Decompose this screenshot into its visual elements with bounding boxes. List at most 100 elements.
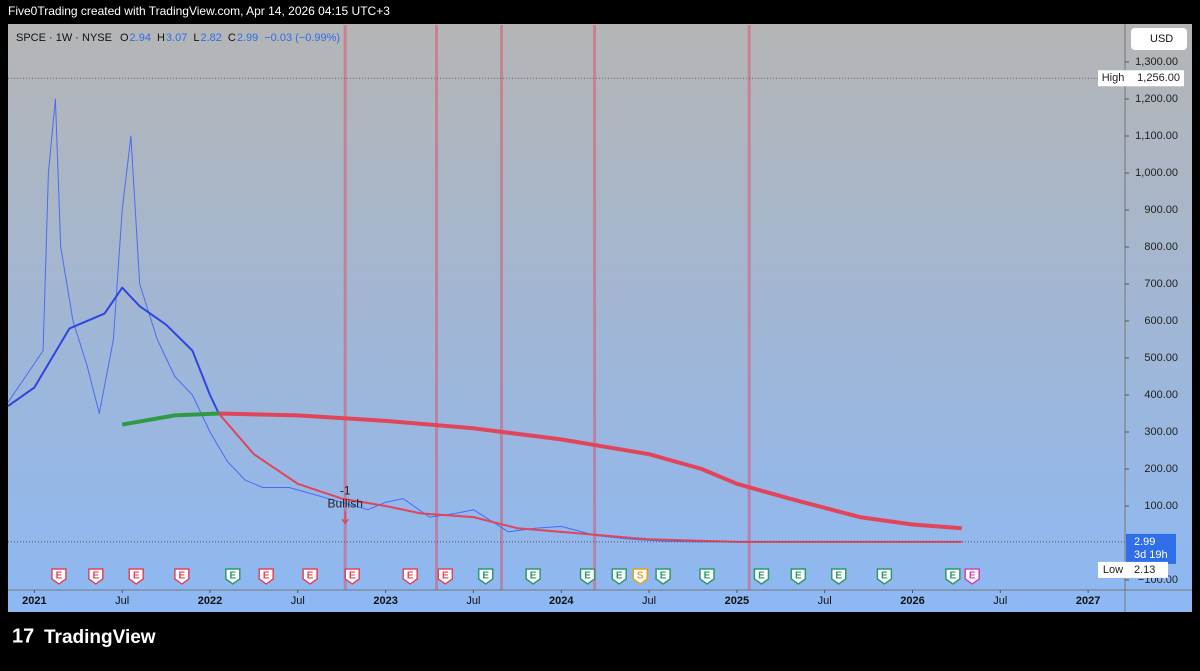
y-tick-label: 200.00 (1144, 463, 1178, 475)
x-tick-label: 2024 (549, 595, 574, 607)
event-letter: E (482, 571, 489, 582)
event-letter: E (758, 571, 765, 582)
event-letter: E (133, 571, 140, 582)
event-badge[interactable] (51, 568, 67, 585)
event-letter: E (92, 571, 99, 582)
legend-symbol: SPCE · 1W · NYSE (16, 32, 112, 44)
annotation-arrow (341, 511, 349, 525)
y-tick-label: 1,300.00 (1135, 56, 1178, 68)
y-tick-label: 800.00 (1144, 241, 1178, 253)
event-badge[interactable] (611, 568, 627, 585)
currency[interactable]: USD (1150, 33, 1173, 45)
event-badge[interactable] (128, 568, 144, 585)
ohlc-label: O (120, 32, 129, 44)
event-letter: E (584, 571, 591, 582)
high-value: 1,256.00 (1137, 72, 1180, 84)
y-tick-label: 1,100.00 (1135, 130, 1178, 142)
event-badge[interactable] (790, 568, 807, 585)
ohlc-value: 2.82 (200, 32, 221, 44)
highlight-line (435, 25, 439, 590)
low-tag (1098, 561, 1128, 578)
y-tick-label: 100.00 (1144, 500, 1178, 512)
event-letter: E (349, 571, 356, 582)
event-badge[interactable] (225, 568, 241, 585)
last-price-tag (1126, 533, 1176, 564)
event-badge[interactable] (945, 568, 961, 585)
series-line (218, 412, 962, 543)
y-tick-label: 700.00 (1144, 278, 1178, 290)
event-badge[interactable] (830, 568, 847, 585)
ohlc-value: 3.07 (166, 32, 187, 44)
event-badge[interactable] (344, 568, 360, 585)
event-letter: E (263, 571, 270, 582)
logo-mark: 17 (12, 625, 34, 647)
event-letter: E (704, 571, 711, 582)
event-letter: E (530, 571, 537, 582)
low-value: 2.13 (1134, 564, 1155, 576)
ohlc-label: H (157, 32, 165, 44)
x-tick-label: Jul (291, 595, 305, 607)
highlight-line (593, 25, 597, 590)
high-value-tag (1128, 70, 1184, 87)
event-badge[interactable] (579, 568, 596, 585)
x-tick-label: 2021 (22, 595, 46, 607)
y-tick-label: 300.00 (1144, 426, 1178, 438)
low-label: Low (1103, 564, 1123, 576)
currency-button[interactable] (1131, 28, 1187, 50)
event-badge[interactable] (402, 568, 418, 585)
chart-pane (8, 24, 1192, 612)
event-badge[interactable] (258, 568, 274, 585)
annotation-text: -1 (340, 483, 351, 497)
low-value-tag (1128, 561, 1168, 578)
highlight-line (747, 25, 751, 590)
highlight-line (343, 25, 347, 590)
event-letter: E (616, 571, 623, 582)
event-badge[interactable] (753, 568, 770, 585)
highlight-line (500, 25, 504, 590)
event-letter: E (442, 571, 449, 582)
y-tick-label: 1,000.00 (1135, 167, 1178, 179)
series-line (218, 411, 962, 531)
event-badge[interactable] (655, 568, 671, 585)
event-badge[interactable] (632, 568, 649, 585)
event-letter: E (835, 571, 842, 582)
legend: SPCE · 1W · NYSE O 2.94 H 3.07 L 2.82 C 2.99 −0.0… (16, 32, 340, 44)
ohlc-label: L (193, 32, 199, 44)
x-tick-label: 2025 (725, 595, 749, 607)
y-tick-label: 900.00 (1144, 204, 1178, 216)
x-tick-label: 2023 (373, 595, 397, 607)
countdown: 3d 19h (1134, 549, 1168, 561)
event-letter: E (660, 571, 667, 582)
x-tick-label: 2027 (1076, 595, 1100, 607)
event-badge[interactable] (699, 568, 715, 585)
series-line (121, 411, 219, 427)
event-letter: S (637, 571, 644, 582)
event-badge[interactable] (477, 568, 494, 585)
event-badge[interactable] (964, 568, 980, 585)
ohlc-label: C (228, 32, 236, 44)
event-letter: E (179, 571, 186, 582)
event-badge[interactable] (876, 568, 893, 585)
high-tag (1098, 70, 1128, 87)
brand: TradingView (44, 627, 156, 648)
event-badge[interactable] (302, 568, 318, 585)
y-tick-label: 600.00 (1144, 315, 1178, 327)
event-letter: E (56, 571, 63, 582)
event-letter: E (950, 571, 957, 582)
event-badge[interactable] (437, 568, 454, 585)
y-tick-label: 1,200.00 (1135, 93, 1178, 105)
x-tick-label: Jul (993, 595, 1007, 607)
y-tick-label: 500.00 (1144, 352, 1178, 364)
series-line (7, 98, 962, 543)
event-letter: E (969, 571, 976, 582)
x-tick-label: Jul (466, 595, 480, 607)
x-tick-label: 2026 (900, 595, 924, 607)
event-badge[interactable] (174, 568, 190, 585)
high-label: High (1102, 72, 1125, 84)
event-badge[interactable] (88, 568, 104, 585)
series-line (7, 286, 220, 414)
event-letter: E (229, 571, 236, 582)
ohlc-value: 2.94 (130, 32, 151, 44)
event-badge[interactable] (525, 568, 541, 585)
